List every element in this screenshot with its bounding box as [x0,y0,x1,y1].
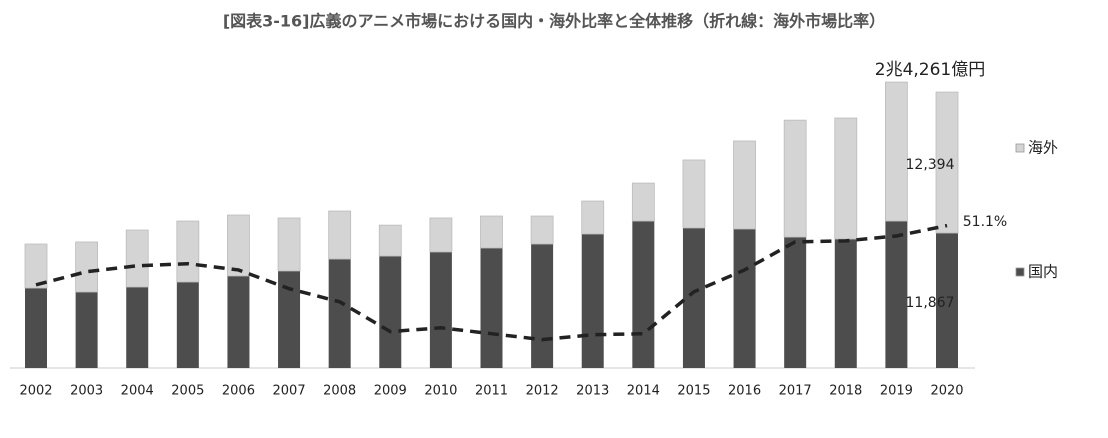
x-tick-label: 2014 [627,384,660,399]
x-tick-label: 2015 [677,384,710,399]
x-tick-label: 2019 [880,384,913,399]
value-label: 12,394 [906,157,955,173]
bar-segment [632,221,655,368]
x-tick-label: 2004 [121,384,154,399]
bar-segment [328,210,352,260]
bar-segment [125,229,149,288]
x-tick-label: 2005 [171,384,204,399]
bar-segment [531,244,554,368]
x-tick-label: 2006 [222,384,255,399]
bar-segment [784,237,807,368]
bar-segment [328,259,351,368]
bar-segment [75,241,99,293]
bar-segment [581,234,604,368]
x-tick-label: 2017 [779,384,812,399]
bar-segment [379,256,402,368]
x-tick-label: 2007 [273,384,306,399]
total-annotation: 2兆4,261億円 [875,60,985,80]
value-label: 11,867 [906,295,955,311]
bar-segment [834,239,857,368]
bar-segment [631,182,655,222]
bar-segment [885,221,908,368]
x-tick-label: 2012 [526,384,559,399]
bar-segment [176,282,199,368]
legend-label: 海外 [1028,139,1058,157]
bar-segment [530,215,554,245]
bar-segment [176,220,200,283]
bar-segment [277,217,301,272]
x-tick-label: 2020 [930,384,963,399]
bar-segment [126,287,149,368]
ratio-line [35,223,948,342]
bar-segment [935,91,959,234]
chart-title: [図表3-16]広義のアニメ市場における国内・海外比率と全体推移（折れ線：海外市… [223,12,885,31]
x-tick-label: 2018 [829,384,862,399]
x-tick-label: 2016 [728,384,761,399]
bar-segment [25,288,47,368]
bar-segment [834,117,858,240]
bar-segment [75,292,98,368]
bar-segment [24,243,48,289]
bar-segment [733,140,756,230]
x-tick-label: 2003 [70,384,103,399]
bar-segment [480,215,503,249]
x-tick-label: 2002 [19,384,52,399]
legend-swatch [1015,267,1025,277]
bar-segment [682,227,705,368]
bar-segment [733,229,756,368]
bar-segment [278,270,301,368]
bar-segment [227,214,250,277]
bar-segment [936,233,958,368]
x-tick-label: 2009 [374,384,407,399]
bar-segment [480,248,503,368]
bar-segment [682,159,706,229]
bar-segment [884,81,908,222]
bar-segment [581,200,605,235]
bar-segment [429,251,452,368]
legend-swatch [1015,143,1025,153]
legend-label: 国内 [1028,263,1058,281]
bar-segment [227,275,250,368]
x-tick-label: 2010 [424,384,457,399]
x-tick-label: 2008 [323,384,356,399]
bar-segment [429,217,453,253]
bar-segment [378,224,402,257]
x-tick-label: 2013 [576,384,609,399]
value-label: 51.1% [963,214,1007,230]
x-tick-label: 2011 [475,384,508,399]
bar-segment [783,119,807,238]
